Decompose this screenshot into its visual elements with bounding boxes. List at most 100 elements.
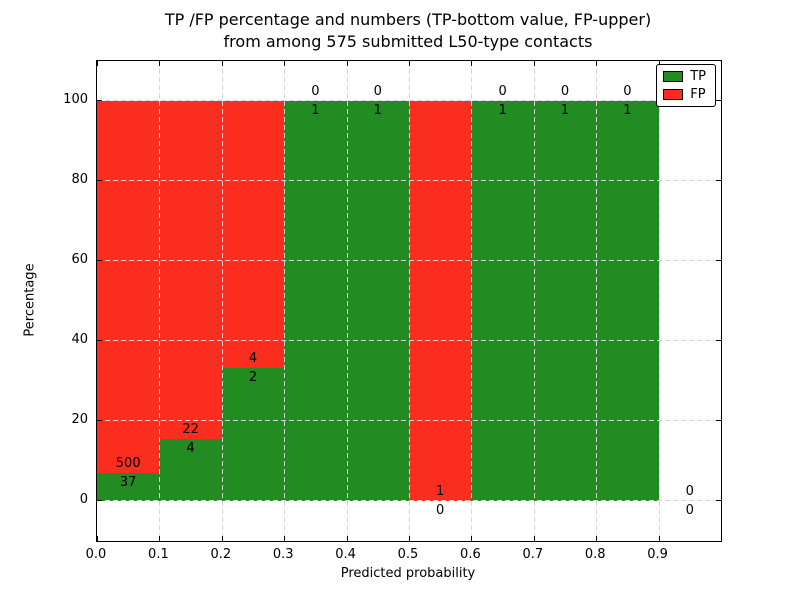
tp-bar-segment [596,101,659,501]
fp-count-label: 4 [248,350,258,366]
gridline-vertical [221,61,223,541]
y-tick-label: 80 [71,172,88,187]
x-tick-label: 0.0 [85,547,107,562]
x-tick-label: 0.5 [397,547,419,562]
gridline-vertical [346,61,348,541]
x-tick-mark [97,536,98,541]
gridline-horizontal [97,260,721,261]
x-tick-mark [284,61,286,66]
x-tick-label: 0.7 [522,547,544,562]
x-tick-mark [159,536,161,541]
x-tick-mark [159,61,161,66]
legend-label-tp: TP [690,69,706,84]
chart-title-line2: from among 575 submitted L50-type contac… [223,32,593,51]
fp-count-label: 22 [182,422,199,438]
x-tick-mark [533,61,535,66]
tp-bar-segment [533,101,597,501]
legend-entry-tp: TP [663,70,706,83]
tp-bar-segment [221,367,285,501]
y-tick-mark [97,100,102,101]
fp-count-label: 0 [560,84,570,99]
fp-bar-segment [159,101,222,440]
fp-count-label: 0 [373,84,382,99]
x-tick-mark [221,536,223,541]
x-tick-label: 0.2 [210,547,232,562]
tp-bar-segment [284,101,347,501]
x-tick-label: 0.4 [335,547,356,562]
y-tick-mark [97,260,102,261]
gridline-vertical [658,61,660,541]
tp-bar-segment [471,101,534,501]
y-tick-label: 0 [79,492,88,507]
x-tick-mark [658,536,660,541]
x-tick-mark [471,61,473,66]
fp-bar-segment [409,101,472,501]
gridline-vertical [471,61,473,541]
fp-count-label: 0 [685,484,694,499]
x-tick-mark [596,536,598,541]
x-tick-label: 0.9 [647,547,668,562]
x-tick-label: 0.3 [272,547,294,562]
x-tick-mark [471,536,473,541]
y-tick-mark [716,260,721,261]
fp-count-label: 0 [311,84,320,99]
y-tick-label: 60 [71,252,88,267]
fp-count-label: 0 [623,84,632,99]
y-tick-mark [97,500,102,501]
legend-entry-fp: FP [663,88,706,101]
gridline-horizontal [97,180,721,181]
fp-count-label: 0 [498,84,507,99]
tp-count-label: 1 [623,103,632,118]
tp-bar-segment [159,439,222,501]
x-tick-mark [658,61,660,66]
fp-bar-segment [97,101,160,474]
y-tick-mark [97,340,102,341]
gridline-horizontal [97,100,721,101]
y-tick-mark [716,500,721,501]
tp-count-label: 1 [311,103,320,118]
legend-label-fp: FP [690,87,706,102]
fp-bar-segment [221,101,285,368]
x-tick-mark [221,61,223,66]
plot-area: 500 37 22 4 4 2 0 1 0 1 1 0 0 1 0 1 0 1 0 0 [96,60,722,542]
x-tick-mark [596,61,598,66]
fp-color-swatch [663,89,684,100]
x-tick-label: 0.1 [148,547,169,562]
x-tick-mark [409,61,410,66]
tp-count-label: 37 [119,475,137,491]
y-tick-mark [716,180,721,181]
chart-title-line1: TP /FP percentage and numbers (TP-bottom… [164,10,652,29]
gridline-horizontal [97,420,721,421]
y-tick-mark [97,180,102,181]
x-axis-label: Predicted probability [340,566,476,581]
tp-count-label: 0 [685,503,694,518]
y-tick-mark [716,420,721,421]
gridline-vertical [533,61,535,541]
y-tick-label: 40 [71,332,88,347]
x-tick-mark [346,536,348,541]
x-tick-mark [533,536,535,541]
x-tick-label: 0.8 [584,547,606,562]
gridline-vertical [596,61,598,541]
tp-count-label: 1 [373,103,382,118]
tp-count-label: 1 [560,103,570,118]
tp-bar-segment [346,101,409,501]
gridline-horizontal [97,340,721,341]
x-tick-mark [284,536,286,541]
gridline-vertical [409,61,410,541]
tp-count-label: 2 [248,369,258,385]
x-tick-mark [97,61,98,66]
tp-count-label: 4 [186,441,195,457]
gridline-vertical [159,61,161,541]
x-tick-label: 0.6 [460,547,481,562]
gridline-vertical [284,61,286,541]
x-tick-mark [346,61,348,66]
y-tick-label: 20 [71,412,88,427]
tp-count-label: 0 [436,503,445,518]
y-axis-label: Percentage [22,263,38,337]
y-tick-mark [716,100,721,101]
y-tick-mark [97,420,102,421]
tp-count-label: 1 [498,103,507,118]
y-tick-label: 100 [63,92,88,107]
